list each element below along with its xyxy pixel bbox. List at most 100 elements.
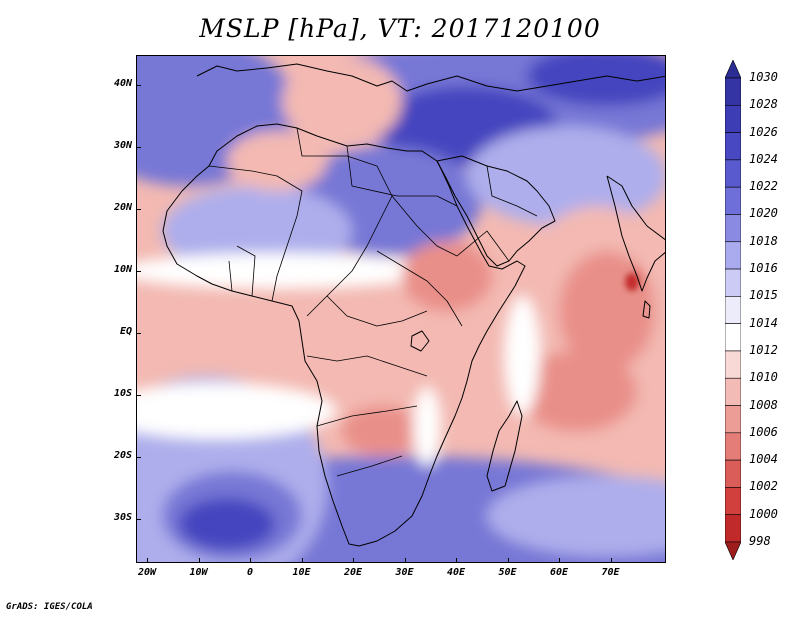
lon-tick	[404, 558, 406, 563]
colorbar	[725, 60, 741, 560]
colorbar-label-1016: 1016	[749, 261, 778, 276]
lat-tick	[136, 209, 141, 210]
lat-tick	[136, 271, 141, 272]
pressure-region	[467, 126, 665, 226]
colorbar-label-1006: 1006	[749, 424, 778, 439]
lat-label-20s: 20S	[113, 450, 132, 461]
lake-victoria	[410, 330, 430, 352]
lon-tick	[353, 558, 354, 563]
pressure-region	[517, 351, 637, 431]
lat-tick	[136, 457, 141, 458]
pressure-region	[137, 253, 437, 289]
low-pressure-center	[624, 272, 640, 292]
lat-label-eq: EQ	[119, 326, 132, 337]
lat-tick	[136, 519, 141, 520]
lon-tick	[198, 558, 200, 563]
pressure-region	[179, 498, 275, 550]
country-borders	[208, 127, 538, 477]
africa-coastline	[162, 123, 526, 547]
lon-label-40e: 40E	[446, 567, 466, 578]
colorbar-label-1010: 1010	[749, 370, 778, 385]
lon-tick	[250, 558, 251, 563]
srilanka-coastline	[642, 300, 651, 319]
lon-label-50e: 50E	[498, 567, 517, 578]
madagascar-coastline	[486, 400, 523, 492]
colorbar-swatch	[725, 514, 741, 543]
colorbar-label-1008: 1008	[749, 397, 778, 412]
colorbar-swatch	[725, 60, 741, 79]
colorbar-swatch	[725, 132, 741, 161]
colorbar-swatch	[725, 104, 741, 133]
colorbar-label-1022: 1022	[749, 179, 778, 194]
lat-label-20n: 20N	[113, 202, 132, 213]
pressure-region	[342, 406, 422, 456]
lon-tick	[456, 558, 457, 563]
mslp-map	[136, 55, 666, 563]
pressure-region	[282, 56, 402, 146]
arabia-coastline	[436, 155, 556, 267]
colorbar-label-1024: 1024	[749, 151, 778, 166]
pressure-region	[413, 386, 441, 466]
pressure-region	[137, 383, 337, 439]
lon-label-20w: 20W	[137, 567, 157, 578]
grads-credit: GrADS: IGES/COLA	[6, 602, 93, 612]
lon-label-70e: 70E	[601, 567, 620, 578]
colorbar-swatch	[725, 241, 741, 270]
lat-label-10s: 10S	[113, 388, 132, 399]
europe-coastline	[196, 63, 665, 92]
colorbar-label-1014: 1014	[749, 315, 778, 330]
lon-tick	[301, 558, 303, 563]
colorbar-swatch	[725, 214, 741, 243]
pressure-region	[527, 56, 665, 106]
lon-tick	[610, 558, 612, 563]
pressure-region	[402, 241, 492, 311]
lat-label-30s: 30S	[113, 512, 132, 523]
lon-label-30e: 30E	[395, 567, 414, 578]
colorbar-swatch	[725, 186, 741, 215]
lon-label-60e: 60E	[549, 567, 569, 578]
colorbar-swatch	[725, 296, 741, 324]
lon-tick	[559, 558, 560, 563]
colorbar-swatch	[725, 77, 741, 106]
india-coastline	[606, 175, 665, 292]
lon-label-20e: 20E	[343, 567, 363, 578]
map-title: MSLP [hPa], VT: 2017120100	[199, 14, 601, 43]
colorbar-swatch	[725, 159, 741, 188]
colorbar-swatch	[725, 377, 741, 406]
colorbar-label-1028: 1028	[749, 97, 778, 112]
lon-tick	[147, 558, 148, 563]
colorbar-label-1000: 1000	[749, 506, 778, 521]
colorbar-label-1018: 1018	[749, 233, 778, 248]
colorbar-swatch	[725, 405, 741, 434]
colorbar-swatch	[725, 541, 741, 560]
colorbar-swatch	[725, 323, 741, 352]
lon-label-0: 0	[246, 567, 254, 578]
colorbar-label-1026: 1026	[749, 124, 778, 139]
lon-tick	[507, 558, 509, 563]
pressure-field	[137, 56, 665, 562]
colorbar-label-1020: 1020	[749, 206, 778, 221]
colorbar-swatch	[725, 268, 741, 297]
lat-label-30n: 30N	[113, 140, 132, 151]
lon-label-10w: 10W	[189, 567, 208, 578]
coastlines	[162, 63, 665, 547]
colorbar-swatch	[725, 487, 741, 516]
lat-tick	[136, 85, 141, 86]
colorbar-label-1012: 1012	[749, 342, 778, 357]
colorbar-swatch	[725, 350, 741, 379]
pressure-region	[504, 296, 540, 416]
lat-label-40n: 40N	[113, 78, 132, 89]
colorbar-label-1015: 1015	[749, 288, 778, 303]
colorbar-swatch	[725, 459, 741, 488]
colorbar-label-1030: 1030	[749, 70, 778, 84]
colorbar-label-1004: 1004	[749, 452, 778, 467]
pressure-region	[487, 476, 665, 556]
pressure-region	[227, 131, 327, 191]
lat-tick	[136, 333, 141, 334]
lat-label-10n: 10N	[113, 264, 132, 275]
colorbar-label-998: 998	[749, 534, 771, 548]
colorbar-label-1002: 1002	[749, 479, 778, 494]
lat-tick	[136, 147, 141, 148]
lon-label-10e: 10E	[292, 567, 311, 578]
colorbar-swatch	[725, 432, 741, 461]
